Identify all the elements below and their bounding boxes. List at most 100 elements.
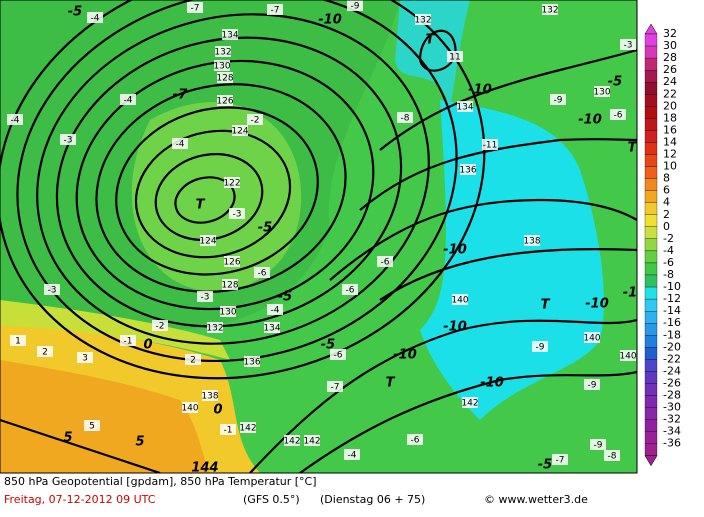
footer-source: © www.wetter3.de [484, 493, 588, 506]
colorbar-swatch [644, 419, 658, 432]
label-box [215, 46, 231, 57]
label-box [460, 164, 476, 175]
label-box [330, 349, 346, 360]
map-label: -5 [68, 5, 82, 20]
map-label: -10 [318, 13, 342, 28]
map-label: 132 [414, 16, 431, 26]
map-label: 5 [89, 422, 95, 432]
colorbar-label: 8 [663, 172, 670, 185]
contour [329, 198, 637, 281]
map-label: 142 [239, 424, 256, 434]
colorbar-top-arrow [644, 23, 658, 35]
colorbar-label: -20 [663, 340, 681, 353]
colorbar-swatch [644, 371, 658, 384]
map-label: -1 [623, 286, 637, 301]
map-label: 132 [214, 48, 231, 58]
label-box [304, 435, 320, 446]
label-box [457, 101, 473, 112]
label-box [202, 390, 218, 401]
colorbar-label: -2 [663, 232, 674, 245]
colorbar-swatch [644, 395, 658, 408]
map-label: -1 [224, 426, 233, 436]
label-box [552, 454, 568, 465]
label-box [60, 134, 76, 145]
map-label: -6 [258, 269, 267, 279]
map-label: -9 [594, 441, 603, 451]
map-label: 130 [593, 88, 610, 98]
label-box [584, 379, 600, 390]
contour [0, 418, 161, 473]
map-label: -9 [351, 2, 360, 12]
map-label: -10 [585, 297, 609, 312]
label-box [84, 420, 100, 431]
contour [359, 138, 637, 211]
map-label: 2 [190, 356, 196, 366]
label-box [229, 208, 245, 219]
colorbar-label: 4 [663, 196, 670, 209]
map-label: 5 [63, 431, 72, 446]
map-label: -1 [124, 337, 133, 347]
colorbar-label: -36 [663, 437, 681, 450]
colorbar-label: -14 [663, 304, 681, 317]
map-label: -6 [334, 351, 343, 361]
map-label: -11 [483, 141, 498, 151]
footer-model: (GFS 0.5°) [243, 493, 300, 506]
map-label: -6 [411, 436, 420, 446]
label-box [10, 335, 26, 346]
map-label: T [386, 376, 396, 391]
label-box [532, 341, 548, 352]
colorbar-label: -26 [663, 376, 681, 389]
colorbar-label: 28 [663, 51, 677, 64]
map-label: -4 [348, 451, 357, 461]
label-box [407, 434, 423, 445]
colorbar-swatch [644, 347, 658, 360]
label-box [267, 4, 283, 15]
map-label: 136 [459, 166, 476, 176]
colorbar-swatch [644, 45, 658, 59]
label-box [120, 94, 136, 105]
colorbar-swatch [644, 118, 658, 131]
contour [379, 48, 637, 151]
label-box [620, 39, 636, 50]
map-label: 0 [143, 338, 152, 353]
contour [134, 129, 292, 259]
colorbar-swatch [644, 106, 658, 119]
geopotential-contours [0, 0, 637, 473]
map-label: T [196, 198, 206, 213]
label-box [482, 139, 498, 150]
map-label: -4 [91, 14, 100, 24]
label-box [87, 12, 103, 23]
label-box [120, 335, 136, 346]
label-box [415, 14, 431, 25]
map-label: 122 [223, 179, 240, 189]
label-box [462, 397, 478, 408]
map-label: -10 [443, 320, 467, 335]
map-label: -9 [554, 96, 563, 106]
colorbar-swatch [644, 154, 658, 167]
map-label: 140 [451, 296, 468, 306]
label-box [594, 86, 610, 97]
map-label: -4 [11, 116, 20, 126]
label-box [397, 112, 413, 123]
colorbar-label: -34 [663, 425, 681, 438]
label-box [244, 356, 260, 367]
map-label: 136 [243, 358, 260, 368]
colorbar-label: -10 [663, 280, 681, 293]
label-box [214, 60, 230, 71]
colorbar-label: -24 [663, 364, 681, 377]
colorbar-swatch [644, 443, 658, 456]
colorbar-label: -8 [663, 268, 674, 281]
label-box [152, 320, 168, 331]
map-label: -5 [538, 458, 552, 473]
label-box [197, 291, 213, 302]
map-label: -9 [536, 343, 545, 353]
label-box [220, 424, 236, 435]
colorbar-swatch [644, 274, 658, 288]
colorbar-swatch [644, 166, 658, 179]
colorbar-label: -12 [663, 292, 681, 305]
map-label: -7 [331, 383, 340, 393]
label-box [377, 256, 393, 267]
label-box [240, 422, 256, 433]
